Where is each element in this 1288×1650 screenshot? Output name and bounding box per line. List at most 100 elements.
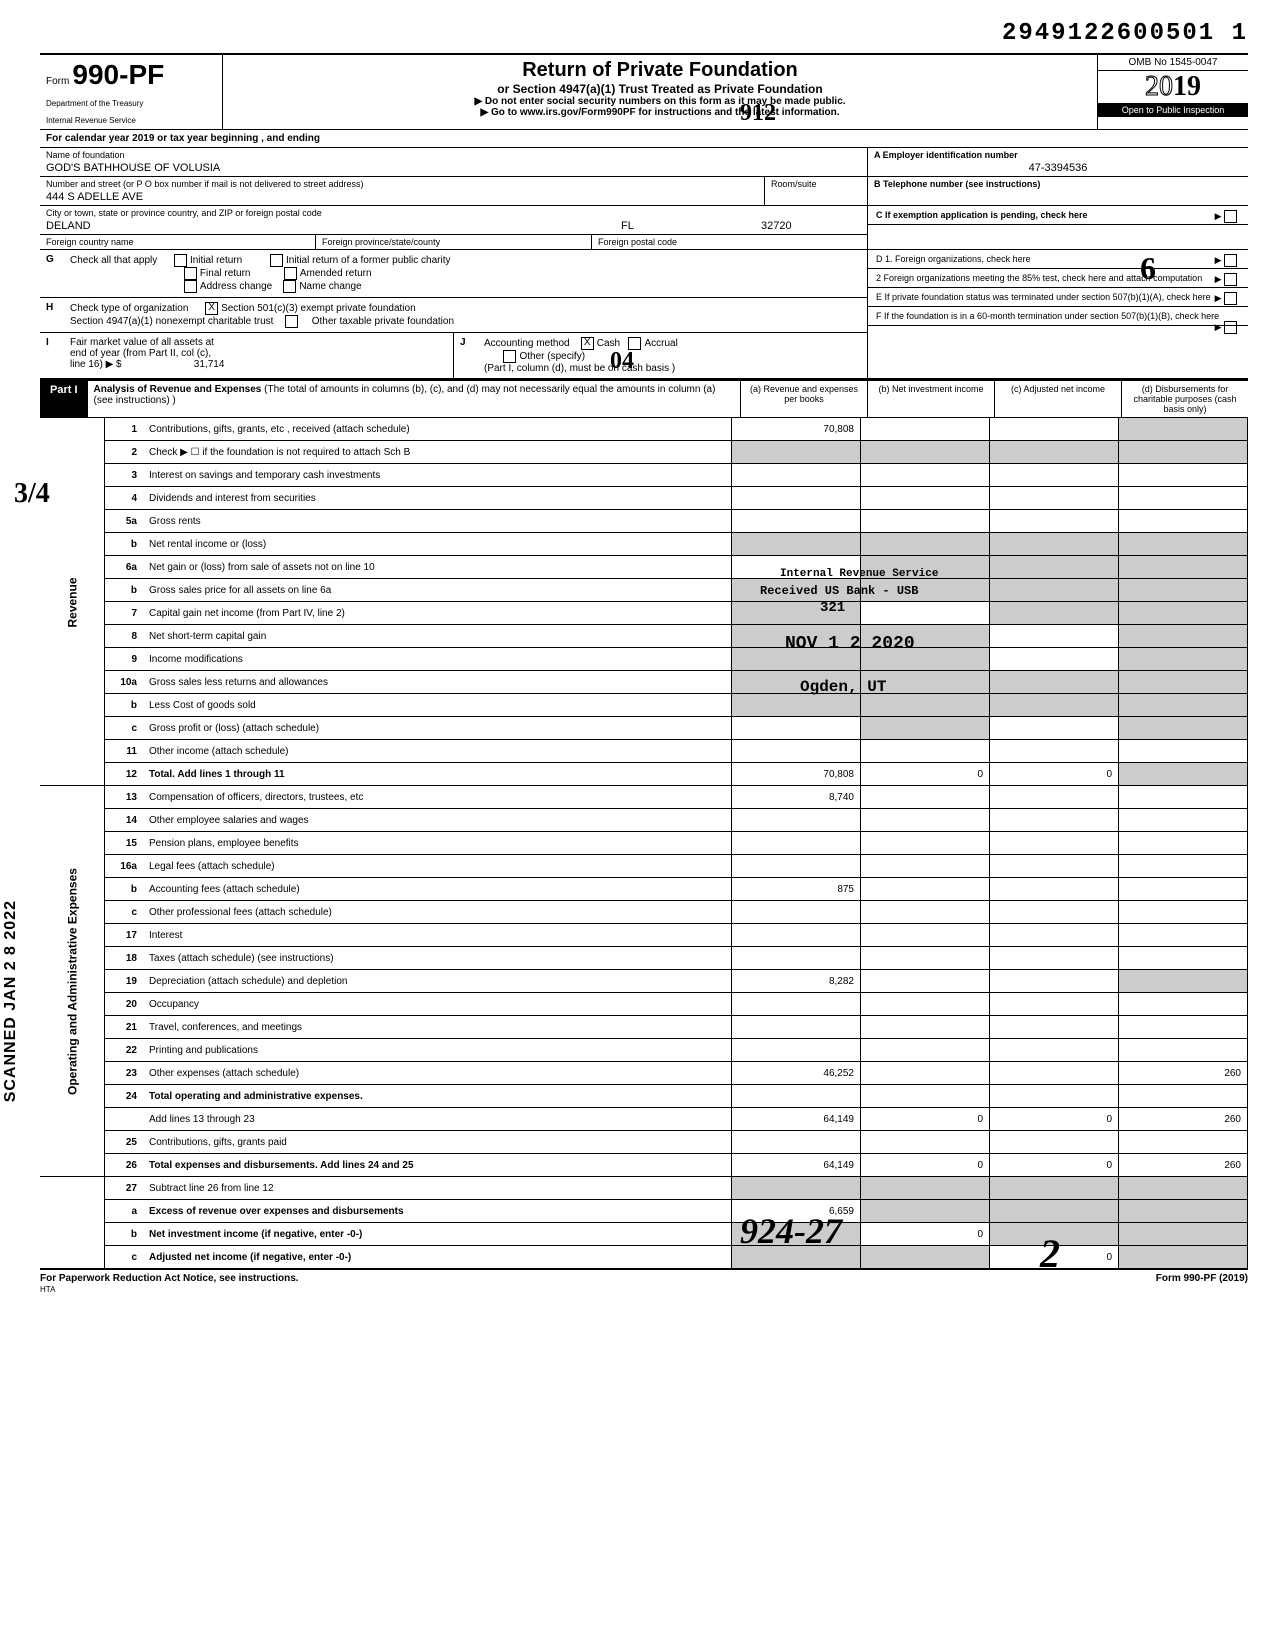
foundation-name: GOD'S BATHHOUSE OF VOLUSIA bbox=[46, 160, 861, 174]
chk-4947[interactable] bbox=[285, 315, 298, 328]
table-row: 25Contributions, gifts, grants paid bbox=[40, 1131, 1248, 1154]
dept-2: Internal Revenue Service bbox=[46, 116, 216, 125]
table-row: cOther professional fees (attach schedul… bbox=[40, 901, 1248, 924]
table-row: 20Occupancy bbox=[40, 993, 1248, 1016]
d1-text: D 1. Foreign organizations, check here bbox=[876, 254, 1031, 264]
city: DELAND bbox=[46, 220, 621, 232]
foreign-country-label: Foreign country name bbox=[40, 235, 316, 249]
h-text: Check type of organization bbox=[70, 303, 188, 314]
page-footer: For Paperwork Reduction Act Notice, see … bbox=[40, 1269, 1248, 1295]
room-label: Room/suite bbox=[771, 179, 861, 189]
form-header: Form 990-PF Department of the Treasury I… bbox=[40, 53, 1248, 130]
state: FL bbox=[621, 220, 761, 232]
i-label: I bbox=[46, 337, 62, 348]
table-row: 27Subtract line 26 from line 12 bbox=[40, 1177, 1248, 1200]
tel-label: B Telephone number (see instructions) bbox=[874, 179, 1242, 189]
ein-value: 47-3394536 bbox=[874, 160, 1242, 174]
calendar-year: For calendar year 2019 or tax year begin… bbox=[40, 130, 1248, 148]
foreign-province-label: Foreign province/state/county bbox=[316, 235, 592, 249]
chk-cash[interactable]: X bbox=[581, 337, 594, 350]
table-row: Revenue1Contributions, gifts, grants, et… bbox=[40, 418, 1248, 441]
table-row: aExcess of revenue over expenses and dis… bbox=[40, 1200, 1248, 1223]
table-row: 26Total expenses and disbursements. Add … bbox=[40, 1154, 1248, 1177]
table-row: cGross profit or (loss) (attach schedule… bbox=[40, 717, 1248, 740]
table-row: 9Income modifications bbox=[40, 648, 1248, 671]
zip: 32720 bbox=[761, 220, 861, 232]
part1-table: Revenue1Contributions, gifts, grants, et… bbox=[40, 418, 1248, 1269]
table-row: 21Travel, conferences, and meetings bbox=[40, 1016, 1248, 1039]
chk-final[interactable] bbox=[184, 267, 197, 280]
table-row: 2Check ▶ ☐ if the foundation is not requ… bbox=[40, 441, 1248, 464]
org-info: Name of foundation GOD'S BATHHOUSE OF VO… bbox=[40, 148, 1248, 250]
chk-other-method[interactable] bbox=[503, 350, 516, 363]
inspection-notice: Open to Public Inspection bbox=[1098, 103, 1248, 117]
chk-501c3[interactable]: X bbox=[205, 302, 218, 315]
col-a-header: (a) Revenue and expenses per books bbox=[741, 381, 868, 417]
table-row: Operating and Administrative Expenses13C… bbox=[40, 786, 1248, 809]
table-row: bNet rental income or (loss) bbox=[40, 533, 1248, 556]
form-prefix: Form bbox=[46, 76, 69, 87]
side-revenue: Revenue bbox=[40, 418, 105, 786]
table-row: 10aGross sales less returns and allowanc… bbox=[40, 671, 1248, 694]
addr-label: Number and street (or P O box number if … bbox=[46, 179, 758, 189]
chk-name-change[interactable] bbox=[283, 280, 296, 293]
side-expenses: Operating and Administrative Expenses bbox=[40, 786, 105, 1177]
j-label: J bbox=[460, 337, 476, 348]
chk-initial[interactable] bbox=[174, 254, 187, 267]
table-row: bNet investment income (if negative, ent… bbox=[40, 1223, 1248, 1246]
title-note1: ▶ Do not enter social security numbers o… bbox=[227, 96, 1093, 107]
chk-e[interactable] bbox=[1224, 292, 1237, 305]
table-row: 5aGross rents bbox=[40, 510, 1248, 533]
part1-header: Part I Analysis of Revenue and Expenses … bbox=[40, 379, 1248, 418]
table-row: 22Printing and publications bbox=[40, 1039, 1248, 1062]
c-label: C If exemption application is pending, c… bbox=[876, 210, 1088, 220]
document-id: 2949122600501 1 bbox=[40, 20, 1248, 47]
table-row: 12Total. Add lines 1 through 1170,80800 bbox=[40, 763, 1248, 786]
chk-f[interactable] bbox=[1224, 321, 1237, 334]
table-row: Add lines 13 through 2364,14900260 bbox=[40, 1108, 1248, 1131]
h-label: H bbox=[46, 302, 62, 313]
table-row: bAccounting fees (attach schedule)875 bbox=[40, 878, 1248, 901]
form-number: 990-PF bbox=[72, 59, 164, 90]
e-text: E If private foundation status was termi… bbox=[876, 292, 1211, 302]
table-row: 8Net short-term capital gain bbox=[40, 625, 1248, 648]
title-main: Return of Private Foundation bbox=[227, 59, 1093, 82]
g-text: Check all that apply bbox=[70, 255, 157, 266]
chk-accrual[interactable] bbox=[628, 337, 641, 350]
name-label: Name of foundation bbox=[46, 150, 861, 160]
table-row: bLess Cost of goods sold bbox=[40, 694, 1248, 717]
footer-left: For Paperwork Reduction Act Notice, see … bbox=[40, 1273, 299, 1284]
table-row: 11Other income (attach schedule) bbox=[40, 740, 1248, 763]
title-note2: ▶ Go to www.irs.gov/Form990PF for instru… bbox=[227, 107, 1093, 118]
f-text: F If the foundation is in a 60-month ter… bbox=[876, 311, 1219, 321]
table-row: bGross sales price for all assets on lin… bbox=[40, 579, 1248, 602]
footer-right: Form 990-PF (2019) bbox=[1156, 1273, 1248, 1295]
chk-addr-change[interactable] bbox=[184, 280, 197, 293]
table-row: 15Pension plans, employee benefits bbox=[40, 832, 1248, 855]
street-address: 444 S ADELLE AVE bbox=[46, 189, 758, 203]
chk-initial-former[interactable] bbox=[270, 254, 283, 267]
scanned-stamp: SCANNED JAN 2 8 2022 bbox=[2, 900, 20, 1102]
table-row: 16aLegal fees (attach schedule) bbox=[40, 855, 1248, 878]
part1-tab: Part I bbox=[40, 381, 88, 417]
table-row: 17Interest bbox=[40, 924, 1248, 947]
table-row: cAdjusted net income (if negative, enter… bbox=[40, 1246, 1248, 1269]
g-label: G bbox=[46, 254, 62, 265]
table-row: 4Dividends and interest from securities bbox=[40, 487, 1248, 510]
c-checkbox[interactable] bbox=[1224, 210, 1237, 223]
col-b-header: (b) Net investment income bbox=[868, 381, 995, 417]
foreign-postal-label: Foreign postal code bbox=[592, 235, 867, 249]
chk-d1[interactable] bbox=[1224, 254, 1237, 267]
col-c-header: (c) Adjusted net income bbox=[995, 381, 1122, 417]
chk-d2[interactable] bbox=[1224, 273, 1237, 286]
table-row: 19Depreciation (attach schedule) and dep… bbox=[40, 970, 1248, 993]
fmv-value: 31,714 bbox=[124, 359, 224, 370]
table-row: 6aNet gain or (loss) from sale of assets… bbox=[40, 556, 1248, 579]
chk-amended[interactable] bbox=[284, 267, 297, 280]
city-label: City or town, state or province country,… bbox=[46, 208, 861, 218]
table-row: 24Total operating and administrative exp… bbox=[40, 1085, 1248, 1108]
footer-hta: HTA bbox=[40, 1285, 55, 1294]
tax-year: 2019 bbox=[1098, 71, 1248, 103]
part1-desc: Analysis of Revenue and Expenses (The to… bbox=[88, 381, 740, 417]
table-row: 3Interest on savings and temporary cash … bbox=[40, 464, 1248, 487]
